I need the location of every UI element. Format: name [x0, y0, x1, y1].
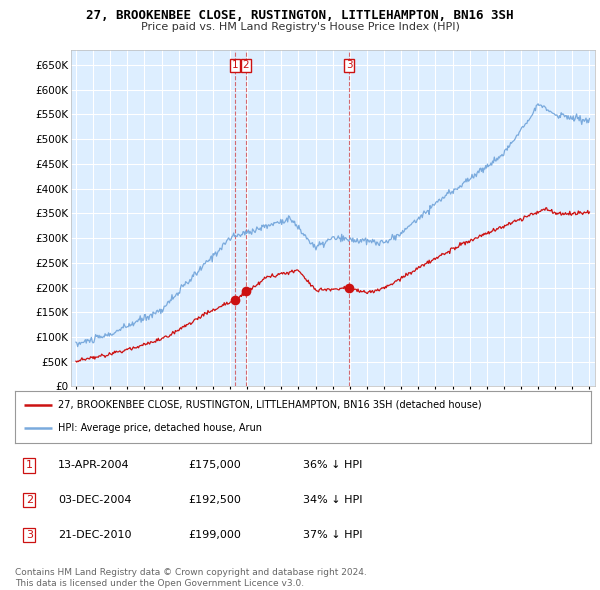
Text: 34% ↓ HPI: 34% ↓ HPI	[303, 495, 362, 505]
Text: 36% ↓ HPI: 36% ↓ HPI	[303, 460, 362, 470]
Text: 1: 1	[232, 60, 238, 70]
Text: This data is licensed under the Open Government Licence v3.0.: This data is licensed under the Open Gov…	[15, 579, 304, 588]
Text: £192,500: £192,500	[188, 495, 241, 505]
Text: 1: 1	[26, 460, 33, 470]
Text: 13-APR-2004: 13-APR-2004	[58, 460, 130, 470]
Text: 2: 2	[26, 495, 33, 505]
Text: 27, BROOKENBEE CLOSE, RUSTINGTON, LITTLEHAMPTON, BN16 3SH (detached house): 27, BROOKENBEE CLOSE, RUSTINGTON, LITTLE…	[58, 399, 482, 409]
Text: 3: 3	[26, 530, 33, 540]
Text: Contains HM Land Registry data © Crown copyright and database right 2024.: Contains HM Land Registry data © Crown c…	[15, 568, 367, 576]
Text: 27, BROOKENBEE CLOSE, RUSTINGTON, LITTLEHAMPTON, BN16 3SH: 27, BROOKENBEE CLOSE, RUSTINGTON, LITTLE…	[86, 9, 514, 22]
Text: £199,000: £199,000	[188, 530, 241, 540]
Text: 03-DEC-2004: 03-DEC-2004	[58, 495, 132, 505]
Text: £175,000: £175,000	[188, 460, 241, 470]
Text: HPI: Average price, detached house, Arun: HPI: Average price, detached house, Arun	[58, 424, 262, 434]
Text: 21-DEC-2010: 21-DEC-2010	[58, 530, 132, 540]
Text: Price paid vs. HM Land Registry's House Price Index (HPI): Price paid vs. HM Land Registry's House …	[140, 22, 460, 32]
Text: 3: 3	[346, 60, 353, 70]
Text: 2: 2	[242, 60, 249, 70]
Text: 37% ↓ HPI: 37% ↓ HPI	[303, 530, 362, 540]
